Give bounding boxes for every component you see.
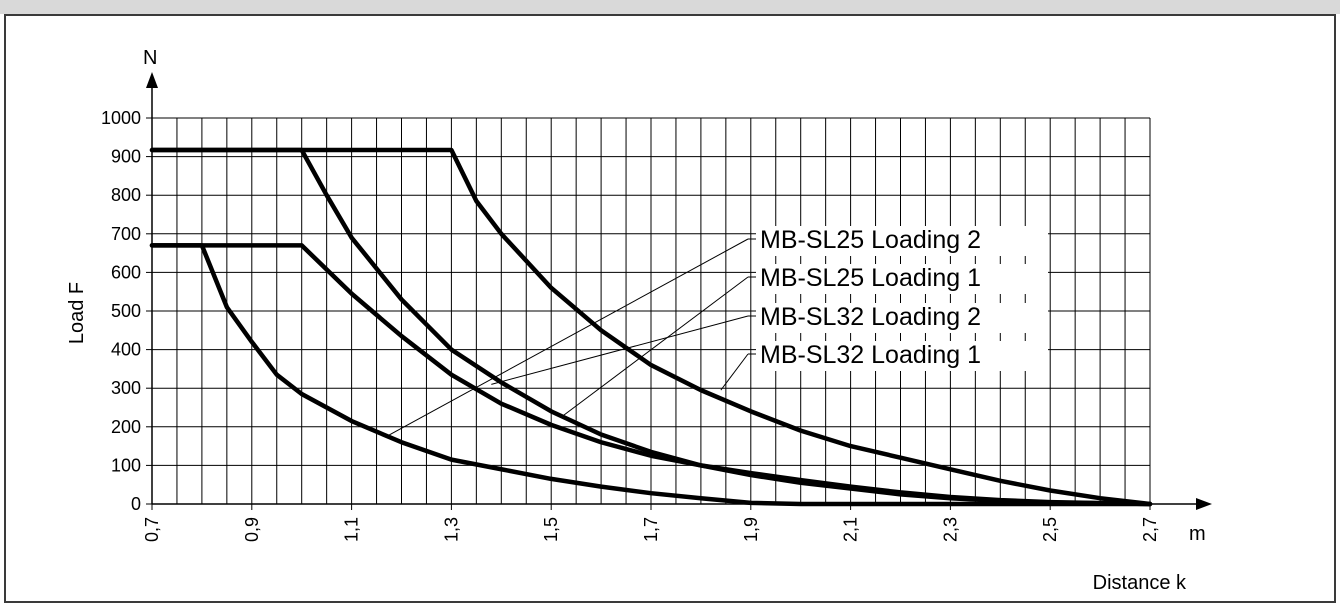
series-line xyxy=(149,147,1153,507)
legend-label: MB-SL25 Loading 2 xyxy=(760,226,981,254)
x-tick-label: 2,1 xyxy=(841,517,861,542)
y-tick-label: 600 xyxy=(111,262,141,282)
x-tick-label: 1,7 xyxy=(641,517,661,542)
x-tick-label: 2,5 xyxy=(1040,517,1060,542)
series-line xyxy=(149,147,1153,507)
x-tick-label: 0,9 xyxy=(242,517,262,542)
series-line xyxy=(149,243,1153,507)
y-tick-label: 400 xyxy=(111,340,141,360)
axes xyxy=(146,72,1212,510)
legend-label-background xyxy=(756,226,1048,256)
legend-leader-line xyxy=(720,353,749,391)
legend-label: MB-SL25 Loading 1 xyxy=(760,264,981,292)
x-tick-label: 2,3 xyxy=(940,517,960,542)
y-tick-label: 500 xyxy=(111,301,141,321)
legend-label-background xyxy=(756,264,1048,294)
tick-labels: 0 100 200 300 400 500 600 700 800 900 1000 0,7 0,9 1,… xyxy=(101,108,1160,542)
y-tick-label: 100 xyxy=(111,455,141,475)
legend: MB-SL25 Loading 2 MB-SL25 Loading 1 MB-SL3… xyxy=(756,226,1048,371)
y-tick-label: 0 xyxy=(131,494,141,514)
x-tick-label: 1,9 xyxy=(741,517,761,542)
x-axis-unit: m xyxy=(1189,523,1206,545)
y-tick-label: 300 xyxy=(111,378,141,398)
x-tick-label: 1,5 xyxy=(541,517,561,542)
legend-leader-line xyxy=(386,238,749,437)
x-tick-label: 1,1 xyxy=(342,517,362,542)
legend-leader-lines xyxy=(386,238,756,437)
legend-leader-line xyxy=(560,276,749,418)
x-tick-label: 2,7 xyxy=(1140,517,1160,542)
y-tick-label: 900 xyxy=(111,147,141,167)
x-axis-title: Distance k xyxy=(1093,572,1187,594)
x-axis-arrow xyxy=(1196,498,1212,510)
grid-lines xyxy=(151,117,1151,505)
legend-label: MB-SL32 Loading 1 xyxy=(760,341,981,369)
y-axis-title: Load F xyxy=(66,282,88,344)
y-tick-label: 700 xyxy=(111,224,141,244)
legend-label-background xyxy=(756,303,1048,333)
top-band xyxy=(0,0,1340,14)
series-curves xyxy=(149,147,1153,507)
legend-label-background xyxy=(756,341,1048,371)
x-tick-label: 1,3 xyxy=(441,517,461,542)
y-axis-unit: N xyxy=(143,47,157,69)
y-axis-arrow xyxy=(146,72,158,88)
legend-label: MB-SL32 Loading 2 xyxy=(760,303,981,331)
y-tick-label: 800 xyxy=(111,185,141,205)
y-tick-label: 1000 xyxy=(101,108,141,128)
x-tick-label: 0,7 xyxy=(142,517,162,542)
y-tick-label: 200 xyxy=(111,417,141,437)
legend-leader-line xyxy=(491,315,749,385)
